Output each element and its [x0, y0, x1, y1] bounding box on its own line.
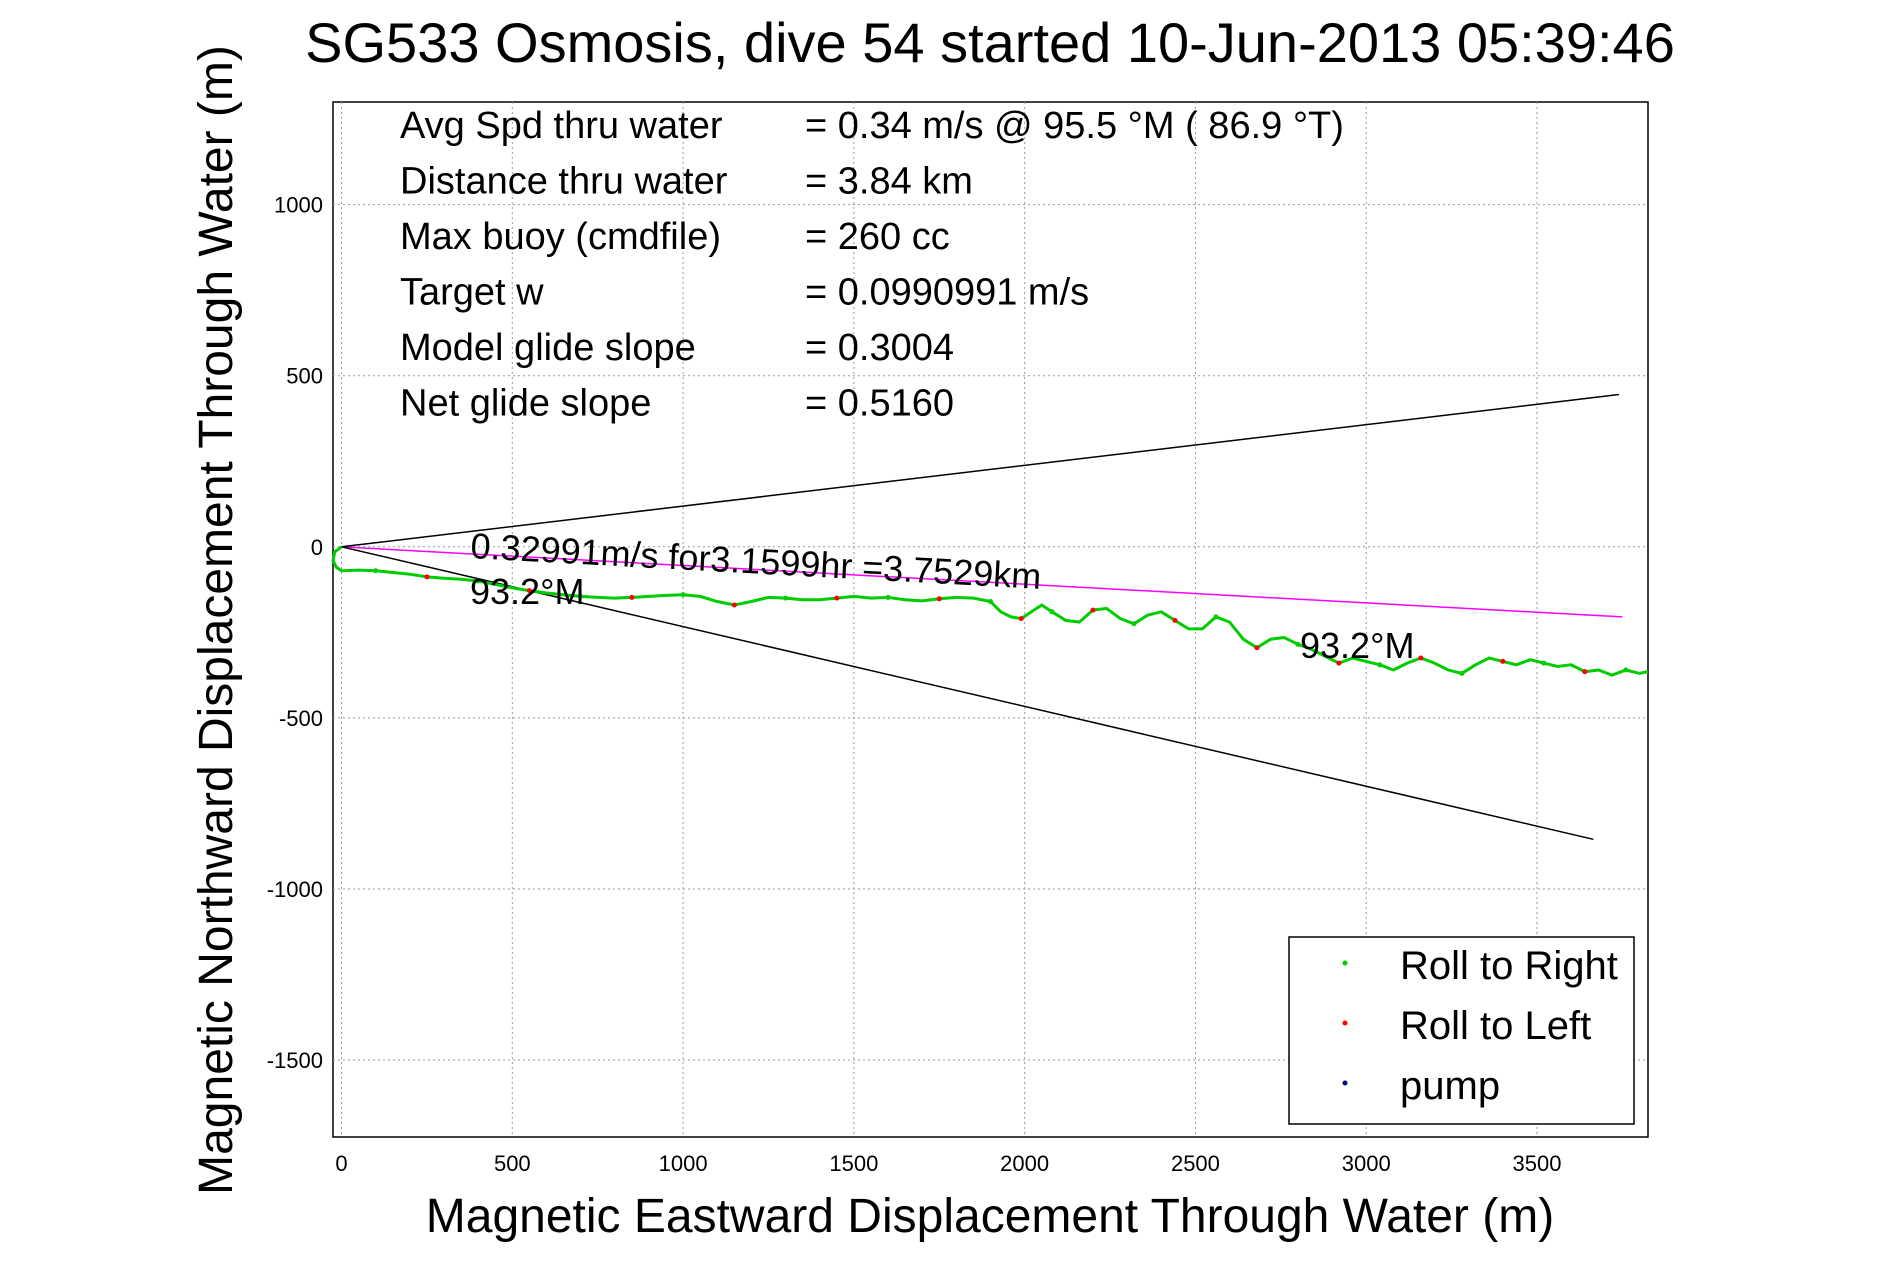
- roll-marker: [936, 596, 942, 602]
- legend-label: Roll to Left: [1400, 1004, 1591, 1048]
- roll-marker: [526, 588, 532, 594]
- roll-marker: [783, 595, 789, 601]
- roll-marker: [1582, 669, 1588, 675]
- roll-marker: [1418, 655, 1424, 661]
- x-tick-label: 3500: [1513, 1151, 1562, 1176]
- roll-marker: [1018, 616, 1024, 622]
- x-tick-label: 3000: [1342, 1151, 1391, 1176]
- roll-marker: [1623, 667, 1629, 673]
- roll-marker: [1131, 621, 1137, 627]
- stat-value: = 0.34 m/s @ 95.5 °M ( 86.9 °T): [805, 105, 1344, 147]
- legend: Roll to Right Roll to Left pump: [1288, 936, 1635, 1125]
- reference-line-heading_line: [341, 546, 1623, 618]
- y-tick-label: -1000: [267, 877, 323, 902]
- legend-marker: [1342, 1080, 1348, 1086]
- legend-label: Roll to Right: [1400, 944, 1618, 988]
- y-tick-label: -500: [279, 706, 323, 731]
- legend-box: [1288, 936, 1635, 1125]
- y-tick-label: 500: [286, 364, 323, 389]
- roll-marker: [1049, 609, 1055, 615]
- roll-marker: [1541, 660, 1547, 666]
- roll-marker: [578, 593, 584, 599]
- roll-marker: [1459, 670, 1465, 676]
- roll-marker: [680, 592, 686, 598]
- heading-annotation-start: 93.2°M: [470, 571, 584, 612]
- track-line: [331, 545, 1649, 677]
- roll-marker: [1295, 641, 1301, 647]
- roll-marker: [885, 594, 891, 600]
- stat-label: Max buoy (cmdfile): [400, 216, 721, 258]
- stat-label: Model glide slope: [400, 327, 696, 369]
- heading-annotation-end: 93.2°M: [1300, 625, 1414, 666]
- reference-line-cone_lower: [341, 546, 1594, 841]
- y-tick-label: -1500: [267, 1048, 323, 1073]
- x-tick-label: 2000: [1000, 1151, 1049, 1176]
- x-tick-label: 0: [335, 1151, 347, 1176]
- chart-title: SG533 Osmosis, dive 54 started 10-Jun-20…: [305, 11, 1675, 74]
- stat-value: = 0.0990991 m/s: [805, 272, 1089, 314]
- stats-block: Avg Spd thru water = 0.34 m/s @ 95.5 °M (…: [400, 105, 1344, 425]
- roll-marker: [988, 599, 993, 605]
- roll-marker: [1090, 607, 1096, 613]
- x-tick-labels: 0 500 1000 1500 2000 2500 3000 3500: [335, 1151, 1561, 1176]
- x-tick-label: 1000: [659, 1151, 708, 1176]
- legend-marker: [1342, 960, 1348, 966]
- y-tick-labels: -1500 -1000 -500 0 500 1000: [267, 193, 323, 1073]
- roll-marker: [1500, 658, 1506, 664]
- roll-marker: [629, 594, 635, 600]
- roll-marker: [1377, 662, 1383, 668]
- x-axis-label: Magnetic Eastward Displacement Through W…: [426, 1190, 1554, 1243]
- roll-marker: [1213, 614, 1219, 620]
- y-tick-label: 1000: [274, 193, 323, 218]
- stat-value: = 3.84 km: [805, 161, 973, 203]
- roll-marker: [424, 574, 430, 580]
- stat-label: Target w: [400, 272, 544, 314]
- stat-value: = 260 cc: [805, 216, 950, 258]
- stat-label: Net glide slope: [400, 383, 651, 425]
- legend-marker: [1342, 1020, 1348, 1026]
- roll-marker: [373, 568, 379, 574]
- x-tick-label: 2500: [1171, 1151, 1220, 1176]
- roll-marker: [1172, 617, 1178, 623]
- stat-value: = 0.3004: [805, 327, 954, 369]
- roll-markers: [373, 568, 1629, 676]
- x-tick-label: 1500: [829, 1151, 878, 1176]
- legend-label: pump: [1400, 1064, 1500, 1108]
- y-tick-label: 0: [311, 535, 323, 560]
- roll-marker: [475, 578, 481, 584]
- stat-label: Distance thru water: [400, 161, 728, 203]
- roll-marker: [731, 602, 737, 608]
- x-tick-label: 500: [494, 1151, 531, 1176]
- stat-label: Avg Spd thru water: [400, 105, 723, 147]
- reference-lines: [341, 393, 1623, 841]
- roll-marker: [1254, 645, 1260, 651]
- reference-line-cone_upper: [341, 393, 1620, 548]
- roll-marker: [1336, 660, 1342, 666]
- stat-value: = 0.5160: [805, 383, 954, 425]
- y-axis-label: Magnetic Northward Displacement Through …: [190, 45, 243, 1195]
- roll-marker: [834, 595, 840, 601]
